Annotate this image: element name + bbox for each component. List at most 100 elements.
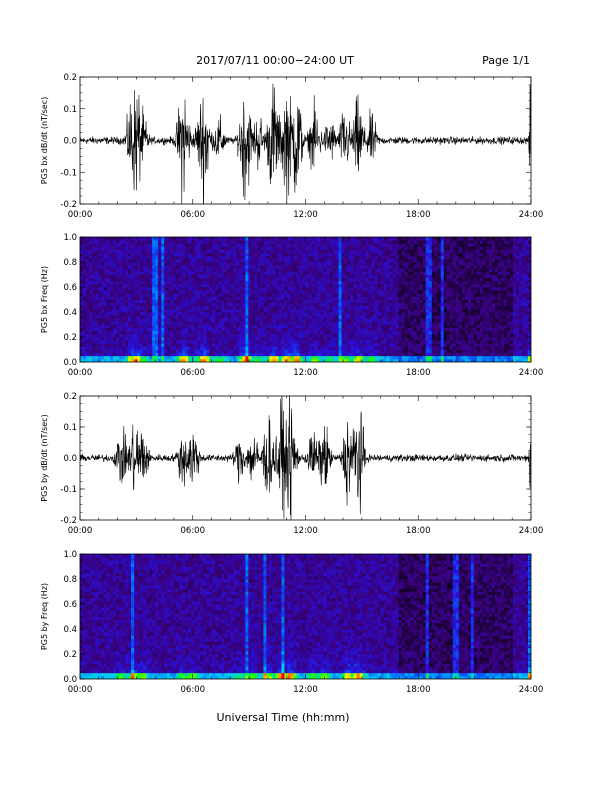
spectrogram-cell <box>395 277 400 282</box>
spectrogram-cell <box>185 327 189 332</box>
spectrogram-cell <box>365 277 370 282</box>
spectrogram-cell <box>275 358 279 362</box>
spectrogram-cell <box>263 358 267 362</box>
spectrogram-cell <box>272 293 276 297</box>
spectrogram-cell <box>242 358 246 362</box>
spectrogram-cell <box>374 318 379 322</box>
spectrogram-cell <box>203 315 207 319</box>
spectrogram-cell <box>404 240 409 244</box>
spectrogram-cell <box>377 243 382 247</box>
spectrogram-cell <box>179 290 183 294</box>
spectrogram-cell <box>179 283 183 288</box>
spectrogram-cell <box>89 333 93 338</box>
spectrogram-cell <box>194 252 198 257</box>
spectrogram-cell <box>101 352 105 357</box>
spectrogram-cell <box>323 308 327 313</box>
spectrogram-cell <box>374 265 379 269</box>
spectrogram-cell <box>221 315 225 319</box>
spectrogram-cell <box>317 280 321 285</box>
spectrogram-cell <box>197 277 201 282</box>
spectrogram-cell <box>89 277 93 282</box>
spectrogram-cell <box>140 321 144 325</box>
spectrogram-cell <box>167 287 171 291</box>
spectrogram-cell <box>131 280 135 285</box>
spectrogram-cell <box>122 305 126 310</box>
spectrogram-cell <box>146 255 150 260</box>
spectrogram-cell <box>191 271 195 275</box>
spectrogram-cell <box>83 252 87 257</box>
spectrogram-cell <box>167 271 171 275</box>
spectrogram-cell <box>356 343 361 347</box>
spectrogram-cell <box>422 358 427 362</box>
spectrogram-cell <box>230 312 234 316</box>
spectrogram-cell <box>122 246 126 250</box>
spectrogram-cell <box>347 343 351 347</box>
spectrogram-cell <box>440 346 445 350</box>
spectrogram-cell <box>161 327 165 332</box>
spectrogram-cell <box>380 280 385 285</box>
spectrogram-cell <box>86 268 90 272</box>
spectrogram-cell <box>134 243 138 247</box>
spectrogram-cell <box>341 302 345 307</box>
spectrogram-cell <box>389 293 394 297</box>
spectrogram-cell <box>92 243 96 247</box>
spectrogram-cell <box>362 346 367 350</box>
spectrogram-cell <box>269 243 273 247</box>
spectrogram-cell <box>374 302 379 307</box>
spectrogram-cell <box>86 265 90 269</box>
spectrogram-cell <box>419 352 424 357</box>
spectrogram-cell <box>98 299 102 304</box>
spectrogram-cell <box>83 240 87 244</box>
spectrogram-cell <box>260 287 264 291</box>
spectrogram-cell <box>236 293 240 297</box>
spectrogram-cell <box>191 246 195 250</box>
spectrogram-cell <box>371 321 376 325</box>
spectrogram-cell <box>308 358 312 362</box>
spectrogram-cell <box>383 337 388 341</box>
spectrogram-cell <box>206 243 210 247</box>
spectrogram-cell <box>416 324 421 329</box>
spectrogram-cell <box>95 293 99 297</box>
spectrogram-cell <box>299 324 303 329</box>
spectrogram-cell <box>215 240 219 244</box>
spectrogram-cell <box>410 283 415 288</box>
spectrogram-cell <box>425 262 430 266</box>
spectrogram-cell <box>413 293 418 297</box>
spectrogram-cell <box>182 337 186 341</box>
spectrogram-cell <box>434 355 439 360</box>
spectrogram-cell <box>359 318 364 322</box>
spectrogram-cell <box>383 349 388 354</box>
spectrogram-cell <box>122 280 126 285</box>
spectrogram-cell <box>176 355 180 360</box>
spectrogram-cell <box>128 246 132 250</box>
spectrogram-cell <box>389 340 394 344</box>
spectrogram-cell <box>401 274 406 279</box>
spectrogram-cell <box>437 290 442 294</box>
spectrogram-cell <box>434 277 439 282</box>
spectrogram-cell <box>338 262 342 266</box>
spectrogram-cell <box>356 349 361 354</box>
spectrogram-cell <box>416 252 421 257</box>
spectrogram-cell <box>239 237 243 241</box>
spectrogram-cell <box>203 352 207 357</box>
spectrogram-cell <box>113 274 117 279</box>
spectrogram-cell <box>311 340 315 344</box>
spectrogram-cell <box>194 324 198 329</box>
spectrogram-cell <box>86 293 90 297</box>
spectrogram-cell <box>323 290 327 294</box>
spectrogram-cell <box>305 299 309 304</box>
spectrogram-cell <box>368 240 373 244</box>
spectrogram-cell <box>164 274 168 279</box>
spectrogram-cell <box>347 240 351 244</box>
spectrogram-cell <box>149 337 153 341</box>
spectrogram-cell <box>119 296 123 300</box>
spectrogram-cell <box>104 333 108 338</box>
spectrogram-cell <box>158 346 162 350</box>
spectrogram-cell <box>224 318 228 322</box>
spectrogram-cell <box>260 246 264 250</box>
spectrogram-cell <box>347 280 351 285</box>
spectrogram-cell <box>110 249 114 254</box>
spectrogram-cell <box>98 305 102 310</box>
spectrogram-cell <box>413 343 418 347</box>
spectrogram-cell <box>209 302 213 307</box>
